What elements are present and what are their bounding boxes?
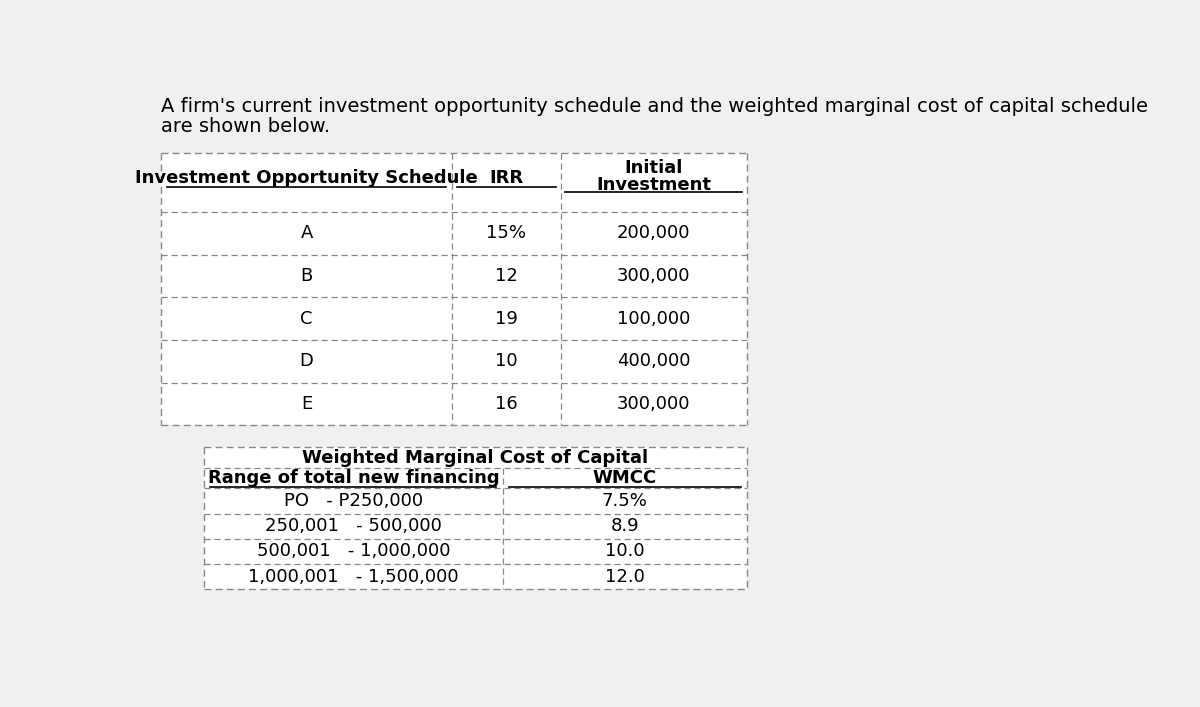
Text: Weighted Marginal Cost of Capital: Weighted Marginal Cost of Capital [302, 448, 648, 467]
Text: 100,000: 100,000 [617, 310, 690, 327]
Text: 7.5%: 7.5% [601, 492, 648, 510]
Text: B: B [300, 267, 313, 285]
Text: Investment: Investment [596, 175, 712, 194]
Text: 12.0: 12.0 [605, 568, 644, 585]
Text: IRR: IRR [490, 169, 523, 187]
Text: 19: 19 [496, 310, 518, 327]
Text: 12: 12 [496, 267, 518, 285]
Text: 8.9: 8.9 [611, 517, 640, 535]
Text: 10.0: 10.0 [605, 542, 644, 561]
Text: A: A [300, 224, 313, 243]
Text: D: D [300, 352, 313, 370]
Text: 250,001   - 500,000: 250,001 - 500,000 [265, 517, 442, 535]
Text: E: E [301, 395, 312, 413]
Text: Initial: Initial [624, 159, 683, 177]
Text: 500,001   - 1,000,000: 500,001 - 1,000,000 [257, 542, 450, 561]
Text: WMCC: WMCC [593, 469, 656, 487]
Text: 16: 16 [496, 395, 518, 413]
Text: PO   - P250,000: PO - P250,000 [284, 492, 424, 510]
Text: 300,000: 300,000 [617, 267, 690, 285]
Text: 300,000: 300,000 [617, 395, 690, 413]
Text: Investment Opportunity Schedule: Investment Opportunity Schedule [136, 169, 478, 187]
Text: 15%: 15% [486, 224, 527, 243]
Text: Range of total new financing: Range of total new financing [208, 469, 499, 487]
Text: 200,000: 200,000 [617, 224, 690, 243]
Text: 400,000: 400,000 [617, 352, 690, 370]
Text: 10: 10 [496, 352, 518, 370]
Text: are shown below.: are shown below. [161, 117, 330, 136]
Text: C: C [300, 310, 313, 327]
Bar [161, 153, 746, 425]
Bar [204, 447, 746, 589]
Text: A firm's current investment opportunity schedule and the weighted marginal cost : A firm's current investment opportunity … [161, 97, 1148, 116]
Text: 1,000,001   - 1,500,000: 1,000,001 - 1,500,000 [248, 568, 458, 585]
